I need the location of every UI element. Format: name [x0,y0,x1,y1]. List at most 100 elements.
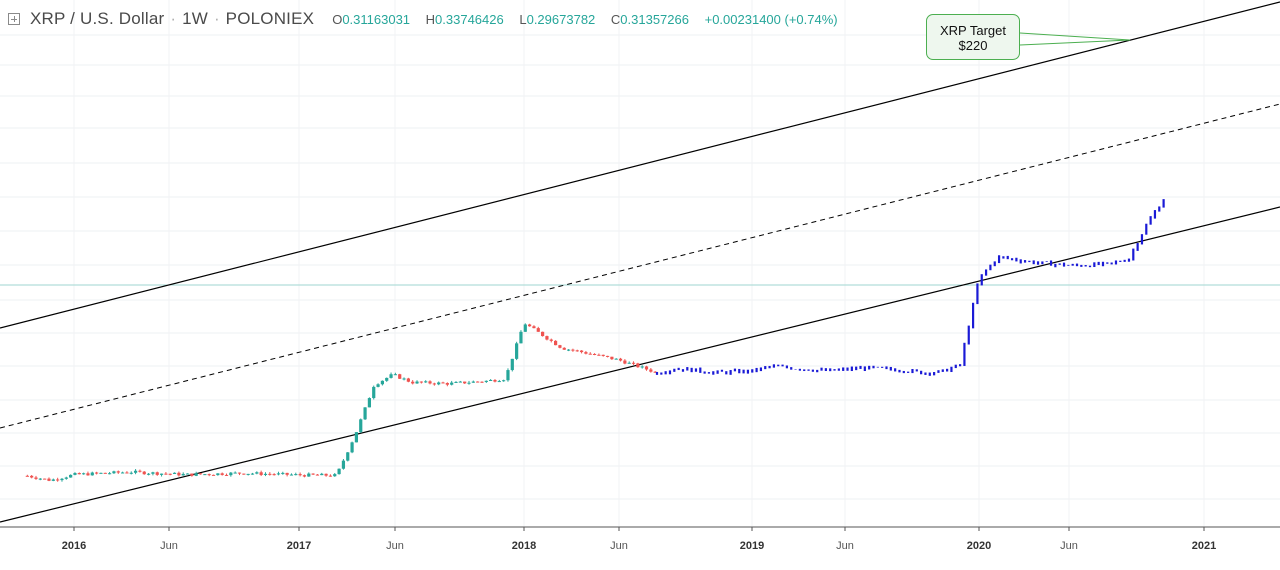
candle-body [51,479,55,481]
separator-dot: · [170,9,177,28]
candle-body [653,371,657,373]
candle-body [259,472,263,475]
candle-body [112,471,116,474]
channel-middle-dashed-line[interactable] [0,103,1280,429]
candle-body [211,474,216,476]
open-value: 0.31163031 [342,11,411,27]
candle-body [255,472,259,474]
x-tick-label: Jun [386,540,404,552]
candle-body [276,473,281,475]
candle-body [627,362,631,364]
x-tick-label: 2020 [967,540,991,552]
x-tick-label: 2017 [287,540,311,552]
candle-body [528,324,532,327]
candle-body [129,472,133,474]
candle-body [476,381,480,383]
candle-body [43,478,47,480]
candle-body [77,473,81,475]
candle-body [233,472,237,474]
candle-body [103,472,107,474]
candle-body [363,407,367,420]
symbol-name[interactable]: XRP / U.S. Dollar [30,9,165,28]
candle-body [437,382,441,385]
candle-body [376,384,380,387]
candle-body [155,472,159,475]
candle-body [82,473,86,475]
candle-body [281,472,285,474]
candle-body [272,474,276,476]
candle-body [618,358,623,361]
channel-lower-line[interactable] [0,206,1280,523]
candle-body [359,419,363,433]
candle-body [116,471,120,473]
candle-body [181,473,185,476]
candle-body [99,472,103,474]
candle-body [194,473,198,476]
candle-body [536,328,540,332]
candle-body [411,381,415,384]
symbol-header: XRP / U.S. Dollar · 1W · POLONIEX O0.311… [8,9,838,29]
ohlc-values: O0.31163031 H0.33746426 L0.29673782 C0.3… [332,12,837,27]
x-tick-label: Jun [160,540,178,552]
candle-body [441,382,445,384]
candle-body [220,473,224,475]
projection-bars [655,199,1165,376]
target-callout[interactable]: XRP Target $220 [926,14,1020,60]
interval-label[interactable]: 1W [182,9,208,28]
candle-body [450,382,454,385]
candle-body [545,336,549,340]
candle-body [95,472,99,474]
candle-body [324,473,328,476]
candle-body [566,349,571,351]
candle-body [90,472,94,476]
low-value: 0.29673782 [526,11,596,27]
candle-body [636,363,640,368]
channel-lines[interactable] [0,1,1280,523]
candle-body [263,473,268,475]
channel-upper-line[interactable] [0,1,1280,329]
candle-body [532,326,536,329]
candle-body [497,381,501,383]
x-tick-label: Jun [836,540,854,552]
candle-body [268,473,272,475]
candle-body [30,475,34,478]
x-tick-label: Jun [1060,540,1078,552]
candle-body [385,377,389,381]
candle-body [419,381,423,383]
candle-body [588,353,592,355]
candle-body [242,473,246,475]
candle-body [198,473,203,475]
candle-body [571,349,575,351]
candle-body [510,358,514,371]
candle-body [549,339,553,341]
candle-body [458,381,462,383]
candle-body [350,442,354,453]
candle-body [159,473,164,475]
candle-body [402,378,406,380]
candle-body [415,381,419,384]
candle-body [380,380,384,385]
high-key: H [425,11,436,27]
candle-body [523,324,527,332]
candle-body [224,474,229,476]
callout-line1: XRP Target [939,23,1006,38]
candle-body [138,470,142,472]
candle-body [56,479,60,481]
candle-body [25,475,29,477]
candle-body [146,473,151,475]
candle-body [592,353,597,355]
candle-body [610,356,614,360]
candle-body [64,477,68,479]
candle-body [315,474,320,476]
candle-body [294,474,298,476]
candle-body [553,340,558,346]
callout-pointer-line-2 [1019,39,1131,46]
candle-body [644,366,649,370]
candle-body [237,472,242,474]
candle-body [463,381,467,384]
expand-square-icon[interactable] [8,13,20,25]
callout-line2: $220 [958,38,988,53]
candle-body [515,343,519,359]
candle-body [207,474,211,476]
